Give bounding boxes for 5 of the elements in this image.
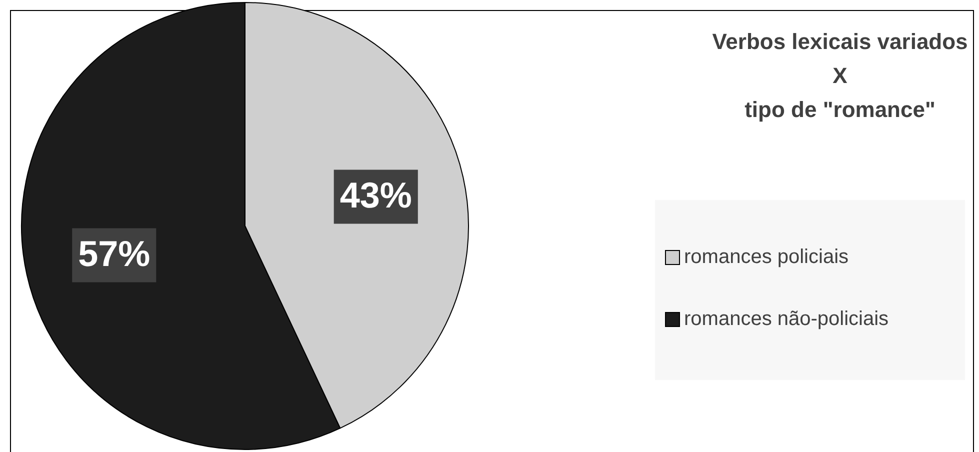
legend-label: romances policiais bbox=[684, 246, 849, 268]
text: Verbos lexicais variados X tipo de "romance" bbox=[711, 28, 969, 124]
data-label: 43% bbox=[340, 174, 412, 216]
legend-label: romances não-policiais bbox=[684, 308, 889, 330]
data-label: 57% bbox=[78, 233, 150, 274]
